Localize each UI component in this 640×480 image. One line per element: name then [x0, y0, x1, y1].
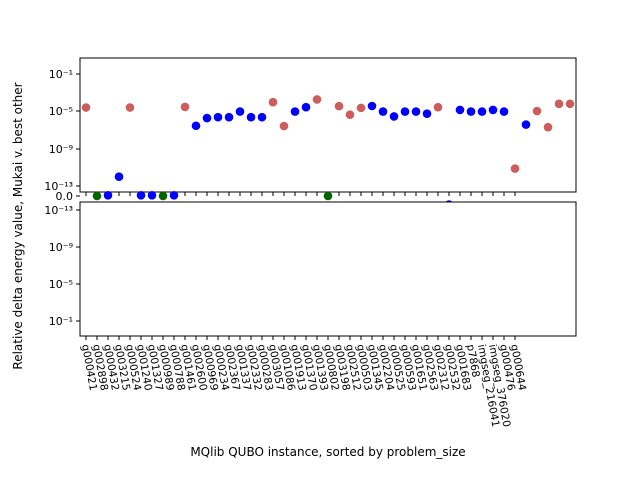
top-blue-point: [455, 105, 465, 115]
bottom-red-point: [554, 99, 564, 109]
top-y-ticks: 0.010⁻¹³ 10⁻⁹ 10⁻⁵ 10⁻¹: [44, 68, 80, 203]
x-tick-label: p7868: [464, 343, 482, 378]
bottom-red-point: [268, 97, 278, 107]
top-blue-point: [290, 107, 300, 116]
top-y-tick-label: 10⁻⁹: [49, 143, 73, 156]
x-axis-label: MQlib QUBO instance, sorted by problem_s…: [190, 445, 465, 459]
bottom-red-point: [356, 103, 366, 113]
top-blue-point: [235, 107, 245, 116]
bottom-y-tick-label: 10⁻⁹: [49, 241, 73, 254]
top-blue-point: [136, 191, 146, 200]
top-blue-point: [422, 109, 432, 118]
top-green-point: [323, 191, 333, 201]
top-blue-point: [521, 120, 531, 129]
top-blue-point: [389, 112, 399, 121]
top-blue-point: [213, 112, 223, 122]
top-green-point: [92, 191, 102, 201]
top-blue-point: [202, 113, 212, 123]
bottom-y-tick-label: 10⁻⁵: [49, 278, 73, 291]
y-axis-label: Relative delta energy value, Mukai v. be…: [11, 82, 25, 369]
bottom-y-ticks: 10⁻¹³ 10⁻⁹ 10⁻⁵ 10⁻¹: [44, 204, 80, 328]
bottom-red-point: [532, 106, 542, 116]
top-blue-point: [103, 191, 113, 200]
top-y-tick-label: 0.0: [56, 190, 74, 203]
bottom-plot-frame: [79, 201, 577, 337]
top-blue-point: [367, 101, 377, 111]
bottom-y-tick-label: 10⁻¹: [49, 315, 73, 328]
bottom-red-point: [279, 121, 289, 131]
top-y-tick-label: 10⁻¹: [49, 68, 73, 81]
top-y-tick-label: 10⁻⁵: [49, 105, 73, 118]
top-blue-point: [224, 112, 234, 122]
top-y-tick-label: 10⁻¹³: [44, 180, 73, 193]
top-blue-point: [499, 107, 509, 116]
bottom-red-point: [510, 164, 520, 173]
top-panel: 0.010⁻¹³ 10⁻⁹ 10⁻⁵ 10⁻¹: [44, 57, 577, 209]
top-blue-point: [191, 121, 201, 131]
bottom-y-tick-label: 10⁻¹³: [44, 204, 73, 217]
bottom-red-point: [334, 101, 344, 111]
bottom-red-point: [180, 102, 190, 112]
top-blue-point: [114, 172, 124, 181]
bottom-points: [81, 95, 575, 173]
top-blue-point: [378, 107, 388, 116]
bottom-red-point: [312, 95, 322, 104]
top-blue-point: [301, 102, 311, 112]
top-blue-point: [466, 107, 476, 116]
top-points: [92, 101, 531, 209]
bottom-red-point: [345, 110, 355, 120]
top-blue-point: [477, 107, 487, 116]
top-plot-frame: [79, 57, 577, 193]
bottom-panel: 10⁻¹³ 10⁻⁹ 10⁻⁵ 10⁻¹ g000421g002898g000432g…: [44, 95, 577, 428]
bottom-red-point: [433, 102, 443, 112]
top-blue-point: [400, 107, 410, 116]
top-blue-point: [169, 191, 179, 200]
bottom-x-ticks: g000421g002898g000432g003215g000524g0012…: [79, 336, 528, 428]
top-blue-point: [488, 105, 498, 115]
top-blue-point: [246, 112, 256, 122]
bottom-red-point: [543, 122, 553, 132]
top-blue-point: [147, 191, 157, 200]
bottom-red-point: [81, 103, 91, 112]
top-green-point: [158, 191, 168, 201]
bottom-red-point: [565, 99, 575, 109]
bottom-red-point: [125, 103, 135, 112]
top-blue-point: [411, 107, 421, 116]
top-blue-point: [257, 112, 267, 122]
